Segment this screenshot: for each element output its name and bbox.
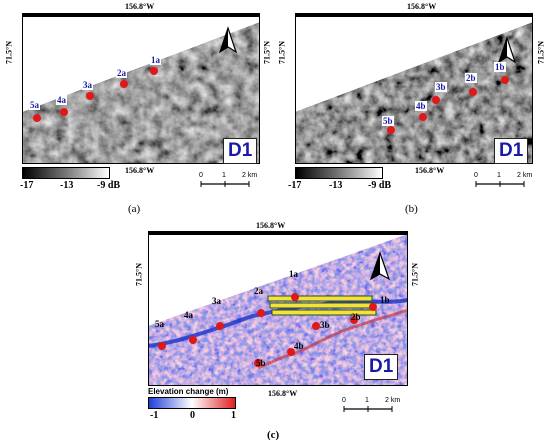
colorbar-title: Elevation change (m) [148,387,229,396]
lat-label-right: 71.5°N [410,263,420,286]
site-label-1a: 1a [150,55,161,65]
lon-label-top: 156.8°W [125,2,155,11]
site-marker-4a [60,108,68,116]
lat-label-right: 71.5°N [262,41,272,64]
scale-bar [200,181,250,187]
colorbar-label-max: -9 dB [368,180,392,191]
site-marker-5a [33,114,41,122]
panel-a: 156.8°W 71.5°N 71.5°N [0,0,275,222]
lon-label-bottom: 156.8°W [125,166,155,175]
frame-top-border [148,231,408,234]
lon-label-top: 156.8°W [256,221,286,230]
site-label-4b: 4b [294,341,304,351]
site-marker-3b [432,96,440,104]
scale-label-2: 2 km [385,397,401,404]
colorbar-label-max: -9 dB [97,180,121,191]
frame-top-border [22,13,260,16]
caption-b: (b) [405,203,418,215]
colorbar-label-max: 1 [231,410,236,421]
site-label-3a: 3a [82,80,93,90]
north-arrow-icon [369,251,391,281]
lat-label-right: 71.5°N [536,41,546,64]
colorbar-label-min: -17 [288,180,302,191]
site-marker-3b [312,322,320,330]
scale-label-0: 0 [199,172,203,179]
colorbar-label-mid: 0 [190,410,195,421]
caption-c: (c) [267,429,280,441]
sar-image [295,16,533,164]
scale-label-1: 1 [497,172,501,179]
region-label-d1: D1 [494,138,529,164]
site-label-5a: 5a [29,100,40,110]
site-marker-3a [216,322,224,330]
lat-label-left: 71.5°N [4,41,14,64]
site-label-2b: 2b [351,312,361,322]
scale-label-0: 0 [342,397,346,404]
frame-top-border [295,13,533,16]
north-arrow-icon [497,36,517,64]
site-label-2a: 2a [254,286,263,296]
panel-b: 156.8°W 71.5°N 71.5°N [275,0,550,222]
region-label-d1: D1 [223,138,258,164]
scale-bar [475,181,525,187]
site-label-3a: 3a [212,296,221,306]
site-label-2a: 2a [116,68,127,78]
site-marker-2a [120,80,128,88]
site-label-3b: 3b [435,82,447,92]
site-marker-4b [419,113,427,121]
site-label-1b: 1b [380,295,390,305]
panel-c: 156.8°W 71.5°N 71.5°N [0,221,550,447]
site-label-1b: 1b [494,62,506,72]
site-label-1a: 1a [289,269,298,279]
scale-label-2: 2 km [242,172,258,179]
lon-label-top: 156.8°W [407,2,437,11]
site-label-5a: 5a [155,319,164,329]
colorbar-label-min: -1 [150,410,159,421]
scale-label-1: 1 [365,397,369,404]
site-marker-1b [501,76,509,84]
site-label-4b: 4b [415,101,427,111]
colorbar-label-mid: -13 [329,180,343,191]
colorbar [295,167,383,179]
site-marker-4a [189,336,197,344]
site-label-2b: 2b [465,73,477,83]
site-label-5b: 5b [256,358,266,368]
site-label-5b: 5b [382,116,394,126]
region-label-d1: D1 [364,354,399,380]
site-marker-2b [469,88,477,96]
lat-label-left: 71.5°N [277,41,287,64]
lat-label-left: 71.5°N [134,263,144,286]
sar-image [22,16,260,164]
site-label-4a: 4a [184,310,193,320]
elevation-change-map [148,234,408,386]
site-marker-3a [86,92,94,100]
lon-label-bottom: 156.8°W [268,389,298,398]
scale-label-1: 1 [222,172,226,179]
north-arrow-icon [218,26,238,54]
lon-label-bottom: 156.8°W [415,166,445,175]
site-marker-5b [387,126,395,134]
colorbar [22,167,110,179]
site-marker-5a [158,342,166,350]
site-marker-1b [369,303,377,311]
site-marker-2b [350,316,358,324]
colorbar-label-min: -17 [20,180,34,191]
scale-label-2: 2 km [517,172,533,179]
colorbar-label-mid: -13 [60,180,74,191]
site-marker-1a [291,293,299,301]
site-marker-4b [287,348,295,356]
site-marker-1a [150,67,158,75]
site-marker-2a [257,309,265,317]
scale-label-0: 0 [474,172,478,179]
scale-bar [343,406,393,412]
site-label-3b: 3b [320,320,330,330]
colorbar [148,397,236,409]
site-marker-5b [254,359,262,367]
caption-a: (a) [128,203,141,215]
site-label-4a: 4a [56,95,67,105]
